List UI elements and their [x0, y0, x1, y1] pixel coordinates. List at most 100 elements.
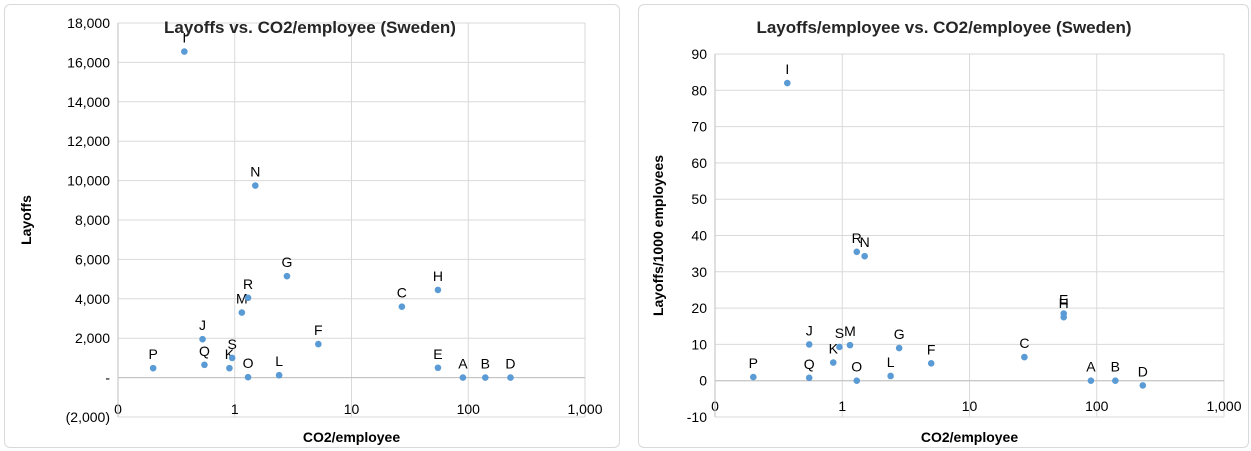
data-label-E: E — [1059, 292, 1068, 308]
data-label-C: C — [1019, 335, 1029, 351]
data-label-H: H — [433, 268, 443, 284]
y-tick-label: 80 — [691, 82, 707, 98]
data-point-G — [283, 272, 291, 280]
data-label-I: I — [785, 61, 789, 77]
data-label-O: O — [851, 359, 862, 375]
data-point-A — [459, 374, 467, 381]
data-point-I — [181, 48, 188, 55]
y-axis-title: Layoffs/1000 employees — [650, 155, 666, 316]
data-label-F: F — [927, 341, 936, 357]
data-point-M — [238, 309, 246, 316]
data-label-D: D — [1138, 363, 1148, 379]
x-tick-label: 1,000 — [1206, 398, 1241, 414]
x-tick-label: 10 — [344, 401, 360, 417]
x-tick-label: 100 — [457, 401, 481, 417]
data-label-N: N — [250, 164, 260, 180]
x-tick-label: 1,000 — [567, 401, 602, 417]
data-point-S — [836, 343, 843, 351]
y-tick-label: 70 — [691, 119, 707, 135]
data-label-R: R — [243, 276, 253, 292]
chart-panel-layoffs-per-employee: -10010203040506070809001101001,000Layoff… — [638, 4, 1249, 448]
data-label-M: M — [844, 323, 856, 339]
data-point-R — [244, 294, 252, 302]
data-label-S: S — [835, 325, 844, 341]
data-point-B — [482, 374, 489, 381]
data-label-H: H — [1059, 295, 1069, 311]
data-point-P — [149, 364, 157, 372]
data-label-D: D — [505, 356, 515, 372]
data-label-F: F — [314, 322, 323, 338]
data-point-J — [199, 335, 206, 343]
data-point-N — [252, 182, 259, 189]
data-point-S — [228, 354, 236, 362]
data-point-O — [853, 377, 861, 385]
x-tick-label: 10 — [962, 398, 978, 414]
data-label-B: B — [1111, 359, 1120, 375]
data-point-K — [226, 364, 233, 372]
y-tick-label: 4,000 — [75, 291, 110, 307]
y-tick-label: (2,000) — [66, 409, 110, 425]
y-tick-label: 30 — [691, 264, 707, 280]
data-point-F — [315, 340, 322, 348]
y-tick-label: 10 — [691, 336, 707, 352]
chart-layoffs-per-employee-svg: -10010203040506070809001101001,000Layoff… — [650, 18, 1242, 445]
data-label-K: K — [225, 346, 235, 362]
data-label-K: K — [829, 341, 839, 357]
y-tick-label: 16,000 — [67, 54, 110, 70]
data-point-L — [275, 371, 283, 379]
data-point-E — [434, 364, 442, 372]
data-label-P: P — [749, 355, 758, 371]
data-label-J: J — [806, 322, 813, 338]
data-label-C: C — [397, 285, 407, 301]
y-tick-label: 8,000 — [75, 212, 110, 228]
data-label-G: G — [282, 254, 293, 270]
data-point-Q — [805, 374, 813, 382]
data-label-R: R — [852, 230, 862, 246]
y-tick-label: 6,000 — [75, 251, 110, 267]
y-axis-title: Layoffs — [18, 195, 34, 245]
data-point-B — [1112, 377, 1119, 385]
x-tick-label: 100 — [1085, 398, 1109, 414]
x-tick-label: 1 — [231, 401, 239, 417]
data-point-D — [1139, 382, 1147, 389]
y-tick-label: 60 — [691, 155, 707, 171]
data-label-A: A — [458, 356, 468, 372]
y-tick-label: 20 — [691, 300, 707, 316]
x-tick-label: 1 — [838, 398, 846, 414]
data-label-O: O — [243, 355, 254, 371]
y-tick-label: 10,000 — [67, 173, 110, 189]
data-label-B: B — [481, 356, 490, 372]
data-point-R — [853, 248, 861, 256]
data-point-L — [887, 372, 894, 380]
x-axis-title: CO2/employee — [303, 429, 400, 445]
data-label-L: L — [887, 354, 895, 370]
data-point-N — [861, 252, 868, 260]
y-tick-label: 18,000 — [67, 15, 110, 31]
chart-title: Layoffs/employee vs. CO2/employee (Swede… — [756, 18, 1131, 37]
data-point-G — [895, 344, 903, 352]
data-point-H — [434, 286, 442, 294]
data-point-C — [1021, 353, 1028, 361]
y-tick-label: 12,000 — [67, 133, 110, 149]
data-point-Q — [201, 361, 208, 369]
data-point-M — [846, 341, 854, 349]
data-point-K — [829, 359, 837, 366]
data-label-E: E — [433, 346, 442, 362]
data-point-P — [750, 373, 757, 381]
data-label-Q: Q — [199, 343, 210, 359]
data-label-A: A — [1086, 359, 1096, 375]
data-point-F — [927, 359, 935, 367]
data-point-H — [1060, 313, 1068, 321]
data-point-D — [507, 374, 514, 381]
y-tick-label: 40 — [691, 228, 707, 244]
y-tick-label: 2,000 — [75, 330, 110, 346]
chart-title: Layoffs vs. CO2/employee (Sweden) — [164, 18, 456, 37]
data-point-C — [398, 303, 406, 310]
y-tick-label: 50 — [691, 191, 707, 207]
y-tick-label: -10 — [687, 409, 707, 425]
data-label-M: M — [236, 291, 248, 307]
data-label-P: P — [148, 346, 157, 362]
y-tick-label: 0 — [699, 373, 707, 389]
data-label-I: I — [182, 30, 186, 46]
data-label-J: J — [199, 317, 206, 333]
